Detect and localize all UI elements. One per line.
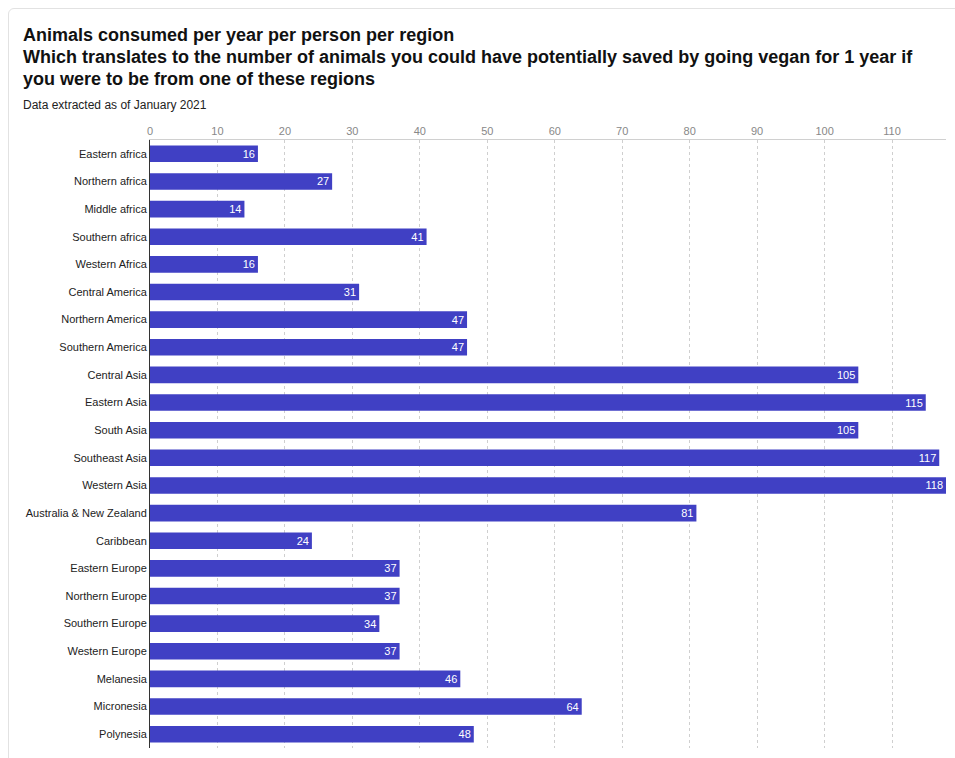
svg-text:14: 14	[229, 203, 241, 215]
svg-text:Eastern Asia: Eastern Asia	[85, 396, 148, 408]
svg-text:80: 80	[684, 125, 696, 137]
svg-text:64: 64	[566, 701, 578, 713]
svg-text:Southern Europe: Southern Europe	[64, 617, 147, 629]
svg-text:Western Europe: Western Europe	[68, 645, 147, 657]
svg-text:10: 10	[211, 125, 223, 137]
svg-text:Central America: Central America	[69, 286, 148, 298]
svg-text:Eastern Europe: Eastern Europe	[70, 562, 146, 574]
svg-text:90: 90	[751, 125, 763, 137]
svg-text:48: 48	[459, 728, 471, 740]
svg-text:20: 20	[279, 125, 291, 137]
svg-text:Southern africa: Southern africa	[72, 231, 147, 243]
svg-text:105: 105	[837, 369, 855, 381]
svg-text:Polynesia: Polynesia	[99, 728, 148, 740]
svg-text:Northern America: Northern America	[61, 313, 147, 325]
svg-text:Australia & New Zealand: Australia & New Zealand	[26, 507, 147, 519]
svg-text:16: 16	[243, 258, 255, 270]
svg-text:50: 50	[481, 125, 493, 137]
svg-text:Northern africa: Northern africa	[74, 175, 148, 187]
svg-text:30: 30	[346, 125, 358, 137]
svg-text:24: 24	[297, 535, 309, 547]
html-text:Data extracted as of January 2: Data extracted as of January 2021	[23, 98, 207, 112]
svg-text:117: 117	[919, 452, 937, 464]
svg-text:37: 37	[384, 562, 396, 574]
svg-text:41: 41	[411, 231, 423, 243]
svg-text:37: 37	[384, 645, 396, 657]
svg-text:70: 70	[616, 125, 628, 137]
svg-text:31: 31	[344, 286, 356, 298]
svg-text:Central Asia: Central Asia	[87, 369, 147, 381]
svg-text:Middle africa: Middle africa	[84, 203, 147, 215]
svg-text:47: 47	[452, 314, 464, 326]
svg-text:34: 34	[364, 618, 376, 630]
svg-text:Micronesia: Micronesia	[94, 700, 148, 712]
svg-text:27: 27	[317, 175, 329, 187]
svg-text:Western Asia: Western Asia	[82, 479, 147, 491]
svg-text:81: 81	[681, 507, 693, 519]
html-text:Which translates to the number: Which translates to the number of animal…	[23, 47, 913, 89]
svg-text:Eastern africa: Eastern africa	[79, 148, 148, 160]
svg-text:37: 37	[384, 590, 396, 602]
svg-text:South Asia: South Asia	[94, 424, 147, 436]
html-text:Animals consumed per year per: Animals consumed per year per person per…	[23, 25, 455, 45]
svg-text:60: 60	[549, 125, 561, 137]
svg-text:118: 118	[925, 479, 943, 491]
svg-text:110: 110	[883, 125, 901, 137]
svg-text:0: 0	[147, 125, 153, 137]
svg-text:115: 115	[905, 397, 923, 409]
svg-text:40: 40	[414, 125, 426, 137]
svg-text:46: 46	[445, 673, 457, 685]
svg-text:100: 100	[815, 125, 833, 137]
svg-text:Southeast Asia: Southeast Asia	[73, 452, 147, 464]
svg-text:Caribbean: Caribbean	[96, 535, 147, 547]
svg-text:16: 16	[243, 148, 255, 160]
svg-text:47: 47	[452, 341, 464, 353]
svg-text:105: 105	[837, 424, 855, 436]
svg-text:Western Africa: Western Africa	[75, 258, 147, 270]
svg-text:Southern America: Southern America	[59, 341, 147, 353]
svg-text:Northern Europe: Northern Europe	[65, 590, 146, 602]
svg-text:Melanesia: Melanesia	[97, 673, 148, 685]
